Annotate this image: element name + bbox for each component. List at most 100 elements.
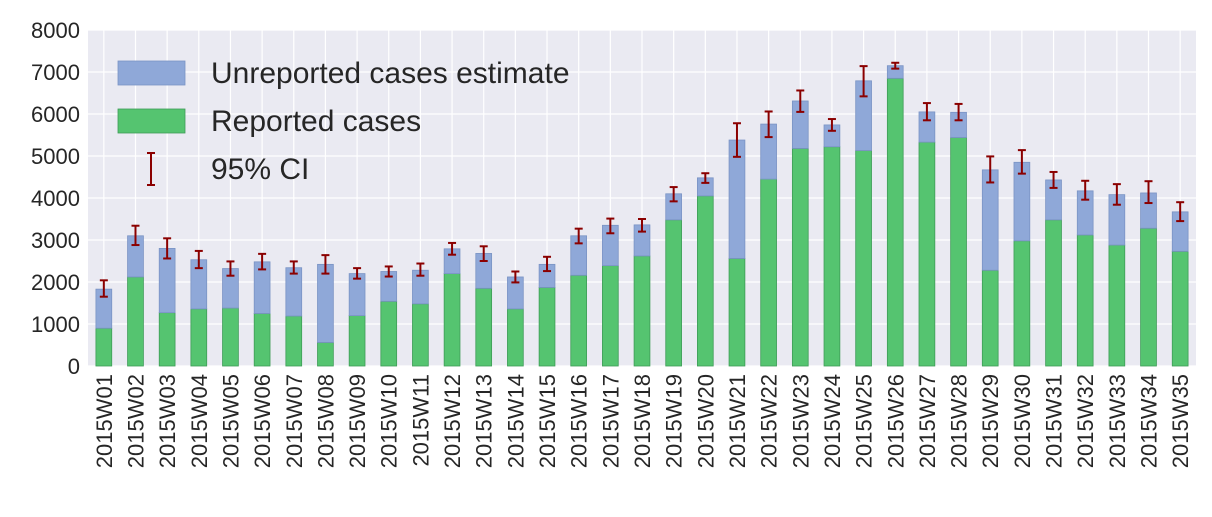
bar-reported	[538, 287, 556, 367]
x-tick-label: 2015W22	[757, 374, 782, 468]
bar-reported	[1045, 219, 1062, 367]
x-tick-label: 2015W26	[883, 374, 908, 468]
error-bar	[448, 241, 457, 256]
bar-reported	[823, 146, 841, 367]
x-tick-label: 2015W27	[915, 374, 940, 468]
bar-reported	[570, 274, 587, 367]
bar-reported	[1171, 250, 1189, 367]
error-bar	[638, 218, 646, 233]
y-tick-label: 4000	[31, 186, 80, 211]
error-bar	[1144, 180, 1153, 205]
y-tick-label: 6000	[31, 102, 80, 127]
error-bar	[321, 254, 330, 275]
legend-swatch-ci	[147, 152, 155, 186]
bar-reported	[602, 265, 619, 367]
y-tick-label: 1000	[31, 312, 80, 337]
y-tick-label: 2000	[31, 270, 80, 295]
x-tick-label: 2015W05	[218, 374, 243, 468]
x-tick-label: 2015W28	[947, 374, 972, 468]
bar-reported	[317, 342, 334, 367]
bar-reported	[1076, 234, 1094, 367]
error-bar	[511, 270, 520, 284]
error-bar	[163, 237, 172, 260]
x-tick-label: 2015W07	[282, 374, 307, 468]
x-tick-label: 2015W02	[123, 374, 148, 468]
x-tick-labels: 2015W01 2015W02 2015W03 2015W04 2015W05 2015W…	[92, 374, 1193, 468]
x-tick-label: 2015W33	[1105, 374, 1130, 468]
bar-reported	[760, 178, 777, 367]
x-tick-label: 2015W11	[408, 374, 433, 467]
bar-reported	[475, 287, 493, 367]
error-bar	[1176, 201, 1185, 223]
bar-reported	[886, 77, 904, 367]
bar-reported	[380, 300, 398, 367]
bar-reported	[285, 315, 303, 367]
bar-reported	[697, 195, 714, 367]
y-tick-label: 3000	[31, 228, 80, 253]
x-tick-label: 2015W13	[472, 374, 497, 468]
bar-reported	[95, 327, 113, 367]
bar-unreported	[981, 169, 999, 271]
error-bar	[732, 122, 741, 158]
x-tick-label: 2015W25	[852, 374, 877, 468]
bar-reported	[158, 312, 176, 367]
bar-reported	[1140, 227, 1157, 367]
bar-reported	[665, 219, 682, 367]
x-tick-label: 2015W19	[662, 374, 687, 468]
y-tick-labels: 0 1000 2000 3000 4000 5000 6000 7000 8000	[31, 18, 80, 379]
x-tick-label: 2015W23	[788, 374, 813, 468]
x-tick-label: 2015W08	[313, 374, 338, 468]
y-tick-label: 8000	[31, 18, 80, 43]
y-tick-label: 5000	[31, 144, 80, 169]
x-tick-label: 2015W18	[630, 374, 655, 468]
error-bar	[764, 110, 773, 139]
error-bar	[891, 61, 900, 70]
error-bar	[574, 227, 583, 245]
error-bar	[194, 249, 203, 270]
error-bar	[954, 102, 963, 122]
bar-unreported	[285, 267, 303, 317]
error-bar	[796, 89, 805, 113]
bar-reported	[633, 255, 651, 367]
bar-reported	[127, 276, 144, 367]
error-bar	[922, 102, 931, 122]
x-tick-label: 2015W06	[250, 374, 275, 468]
bars-layer	[95, 65, 1189, 367]
bar-reported	[412, 303, 429, 367]
x-tick-label: 2015W10	[377, 374, 402, 468]
x-tick-label: 2015W09	[345, 374, 370, 468]
error-bar	[606, 217, 615, 235]
bar-reported	[1108, 244, 1126, 367]
error-bar	[258, 252, 267, 271]
error-bar	[701, 172, 710, 184]
x-tick-label: 2015W24	[820, 374, 845, 468]
bar-reported	[348, 315, 366, 367]
x-tick-label: 2015W29	[978, 374, 1003, 468]
error-bar	[289, 260, 298, 275]
error-bar	[479, 245, 488, 262]
bar-reported	[728, 258, 746, 367]
y-tick-label: 0	[68, 354, 80, 379]
error-bar	[827, 118, 836, 132]
legend-label-reported: Reported cases	[211, 105, 421, 138]
x-tick-label: 2015W14	[503, 374, 528, 468]
error-bar	[543, 255, 552, 273]
x-tick-label: 2015W21	[725, 374, 750, 468]
bar-reported	[791, 148, 809, 367]
bar-reported	[190, 308, 208, 367]
bar-reported	[507, 308, 524, 367]
bar-unreported	[317, 263, 334, 343]
error-bar	[416, 262, 425, 277]
bar-unreported	[348, 273, 366, 317]
bar-reported	[443, 273, 461, 367]
x-tick-label: 2015W31	[1042, 374, 1067, 468]
bar-reported	[855, 150, 872, 367]
x-tick-label: 2015W16	[567, 374, 592, 468]
error-bar	[1049, 170, 1058, 189]
legend-swatch-unreported	[117, 60, 186, 86]
x-tick-label: 2015W34	[1137, 374, 1162, 468]
x-tick-label: 2015W01	[92, 374, 117, 468]
x-tick-label: 2015W15	[535, 374, 560, 468]
